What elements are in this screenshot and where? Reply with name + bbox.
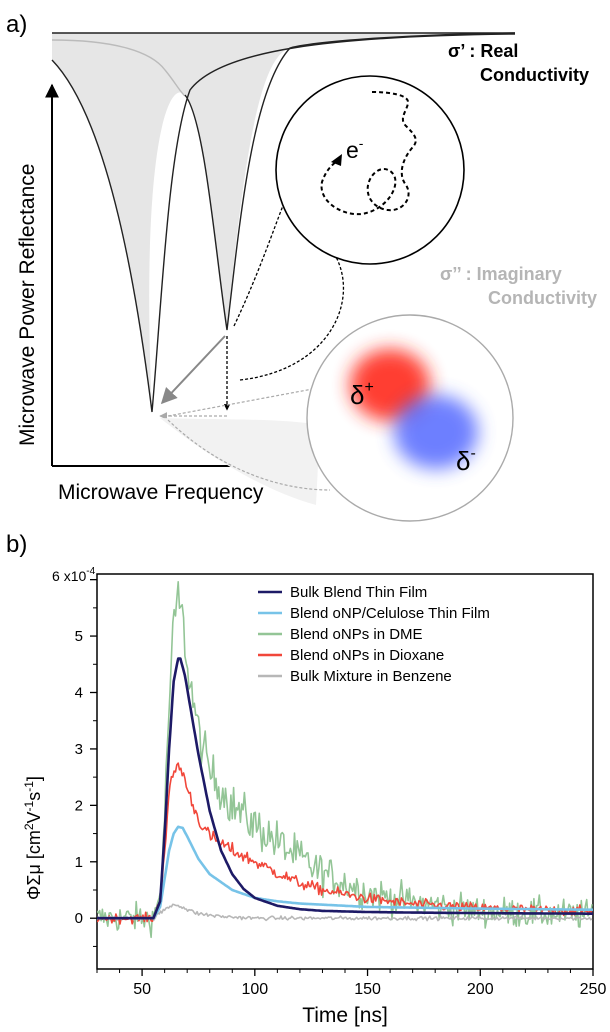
legend-label: Blend oNPs in Dioxane xyxy=(290,647,444,664)
panel-b-label: b) xyxy=(6,531,27,558)
x-axis-label-a: Microwave Frequency xyxy=(58,481,264,504)
panel-a-label: a) xyxy=(6,11,27,38)
panel-a: a) Microwave Power Reflectance Microwave… xyxy=(6,11,597,522)
real-conductivity-label-line2: Conductivity xyxy=(480,65,589,85)
x-tick-label: 150 xyxy=(354,981,381,998)
resonance-shaded-area xyxy=(52,33,510,412)
imaginary-conductivity-label-line2: Conductivity xyxy=(488,288,597,308)
legend-label: Bulk Blend Thin Film xyxy=(290,584,427,601)
x-ticks: 50 100 150 200 250 xyxy=(96,969,607,998)
x-tick-label: 100 xyxy=(241,981,268,998)
series-line-0 xyxy=(97,657,593,920)
imaginary-conductivity-bubble: δ+ δ- xyxy=(160,314,514,522)
x-axis-label-b: Time [ns] xyxy=(302,1004,388,1027)
imaginary-conductivity-label: σ’’ : Imaginary xyxy=(440,264,562,284)
imag-bubble-pointer-lower xyxy=(167,419,331,491)
legend-label: Blend oNPs in DME xyxy=(290,626,423,643)
electron-random-walk xyxy=(320,91,417,216)
imag-bubble-pointer-upper xyxy=(167,387,319,417)
y-ticks: 0 1 2 3 4 5 xyxy=(75,578,97,947)
y-tick-label: 5 xyxy=(75,628,83,645)
y-multiplier-label: 6 x10-4 xyxy=(52,566,96,584)
real-conductivity-bubble: e- xyxy=(233,75,465,381)
y-tick-label: 3 xyxy=(75,741,83,758)
intermediate-resonance-curve xyxy=(51,39,186,97)
series-line-1 xyxy=(97,825,593,920)
resonance-shift-arrow xyxy=(160,335,226,405)
x-tick-label: 50 xyxy=(133,981,151,998)
y-tick-label: 4 xyxy=(75,685,83,702)
x-tick-label: 250 xyxy=(580,981,607,998)
real-conductivity-label: σ’ : Real xyxy=(448,41,518,61)
y-tick-label: 2 xyxy=(75,797,83,814)
shifted-resonance-curve xyxy=(184,32,516,331)
series-layer xyxy=(97,580,593,939)
y-tick-label: 0 xyxy=(75,910,83,927)
delta-plus-label: δ+ xyxy=(350,379,374,410)
y-tick-label: 1 xyxy=(75,854,83,871)
legend-label: Bulk Mixture in Benzene xyxy=(290,668,452,685)
delta-minus-label: δ- xyxy=(456,445,476,476)
panel-b: b) 50 100 150 200 250 0 1 2 3 4 5 6 x10-4 Time [n… xyxy=(6,531,606,1027)
y-axis-label-b: ΦΣμ [cm2V-1s-1] xyxy=(22,776,44,900)
series-line-2 xyxy=(97,580,593,939)
electron-path-arrowhead xyxy=(331,154,342,166)
y-axis-label-a: Microwave Power Reflectance xyxy=(16,164,39,446)
real-bubble-circle xyxy=(275,75,465,265)
real-bubble-pointer-upper xyxy=(233,169,301,327)
x-tick-label: 200 xyxy=(467,981,494,998)
negative-charge-cloud xyxy=(394,395,478,469)
legend: Bulk Blend Thin Film Blend oNP/Celulose T… xyxy=(258,584,490,685)
series-line-4 xyxy=(97,903,593,922)
real-bubble-pointer-lower xyxy=(239,254,345,381)
electron-label: e- xyxy=(346,135,364,163)
legend-label: Blend oNP/Celulose Thin Film xyxy=(290,605,490,622)
